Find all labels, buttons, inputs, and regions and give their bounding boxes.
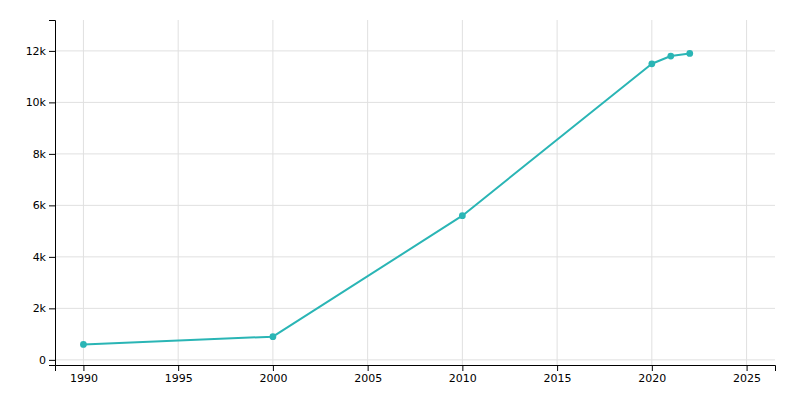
marker — [459, 212, 466, 219]
grid-line-x — [272, 20, 273, 365]
marker — [80, 341, 87, 348]
tick-mark — [49, 154, 55, 155]
tick-label: 2010 — [449, 372, 477, 385]
tick-label: 2015 — [544, 372, 572, 385]
x-axis: 1990 1995 2000 2005 2010 2015 2020 2025 — [56, 365, 776, 385]
marker — [686, 50, 693, 57]
tick: 8k — [33, 148, 55, 161]
tick: 2k — [33, 302, 55, 315]
tick-label: 0 — [39, 354, 46, 367]
marker — [270, 333, 277, 340]
tick-mark — [747, 365, 748, 371]
tick-label: 2025 — [733, 372, 761, 385]
tick: 12k — [26, 45, 55, 58]
grid-line-x — [462, 20, 463, 365]
marker — [667, 53, 674, 60]
grid-line-x — [83, 20, 84, 365]
grid-line-y — [55, 308, 775, 309]
grid-line-x — [367, 20, 368, 365]
tick-mark — [557, 365, 558, 371]
tick-label: 2000 — [259, 372, 287, 385]
tick: 2020 — [638, 365, 666, 385]
tick-mark — [652, 365, 653, 371]
tick-label: 2020 — [638, 372, 666, 385]
grid-line-y — [55, 153, 775, 154]
grid-line-x — [178, 20, 179, 365]
grid-line-x — [557, 20, 558, 365]
tick: 0 — [39, 354, 55, 367]
grid-line-y — [55, 205, 775, 206]
grid-line-y — [55, 256, 775, 257]
tick: 2010 — [449, 365, 477, 385]
tick: 1995 — [165, 365, 193, 385]
tick: 2000 — [259, 365, 287, 385]
tick-label: 2k — [33, 302, 47, 315]
tick-label: 4k — [33, 251, 47, 264]
tick-mark — [49, 257, 55, 258]
tick-mark — [49, 360, 55, 361]
tick: 2005 — [354, 365, 382, 385]
tick: 2025 — [733, 365, 761, 385]
tick-label: 10k — [26, 96, 47, 109]
grid — [55, 20, 775, 365]
tick: 4k — [33, 251, 55, 264]
axis-line — [56, 366, 776, 372]
tick-mark — [83, 365, 84, 371]
tick-mark — [49, 308, 55, 309]
tick-mark — [49, 51, 55, 52]
grid-line-x — [746, 20, 747, 365]
chart: 1990 1995 2000 2005 2010 2015 2020 2025 0 2k 4k 6k 8… — [0, 0, 800, 400]
axis-line — [49, 21, 56, 366]
plot: 1990 1995 2000 2005 2010 2015 2020 2025 0 2k 4k 6k 8… — [26, 20, 776, 385]
grid-line-x — [651, 20, 652, 365]
tick: 1990 — [70, 365, 98, 385]
tick-label: 12k — [26, 45, 47, 58]
y-axis: 0 2k 4k 6k 8k 10k 12k — [26, 21, 56, 367]
tick-mark — [49, 205, 55, 206]
grid-line-y — [55, 50, 775, 51]
tick-label: 1995 — [165, 372, 193, 385]
tick: 6k — [33, 199, 55, 212]
tick-mark — [462, 365, 463, 371]
tick-label: 8k — [33, 148, 47, 161]
tick-mark — [49, 102, 55, 103]
grid-line-y — [55, 359, 775, 360]
line — [83, 53, 689, 344]
tick-label: 6k — [33, 199, 47, 212]
tick: 2015 — [544, 365, 572, 385]
tick-mark — [178, 365, 179, 371]
tick-mark — [273, 365, 274, 371]
tick-label: 1990 — [70, 372, 98, 385]
tick-mark — [368, 365, 369, 371]
series — [80, 50, 693, 348]
tick-label: 2005 — [354, 372, 382, 385]
marker — [648, 60, 655, 67]
grid-line-y — [55, 102, 775, 103]
tick: 10k — [26, 96, 55, 109]
